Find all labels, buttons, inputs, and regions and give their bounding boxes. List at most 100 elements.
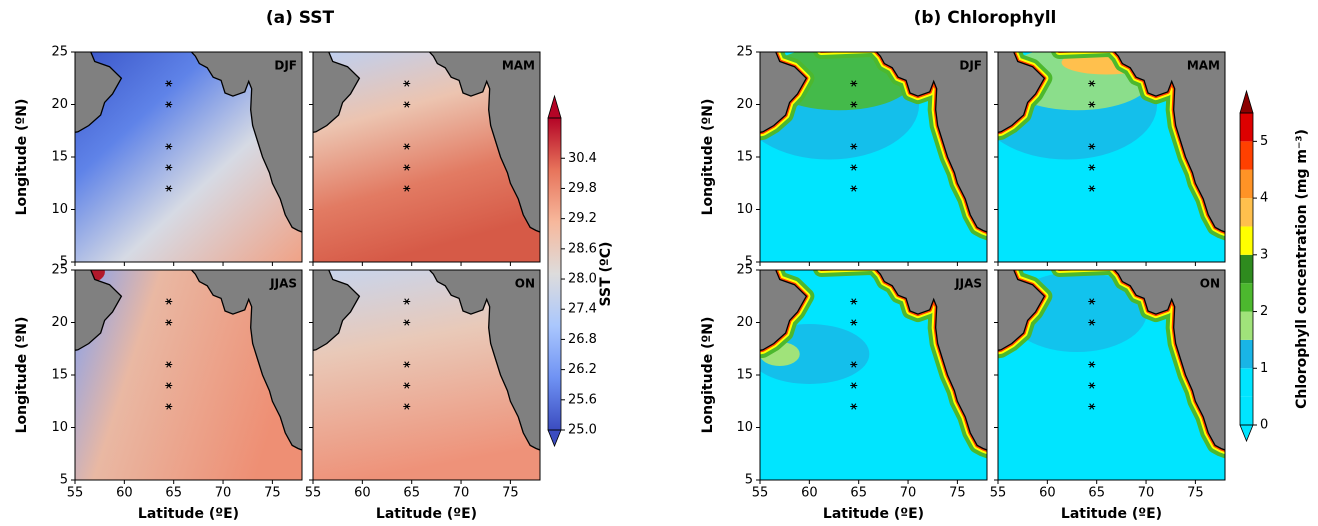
panel-label: JJAS	[954, 277, 982, 291]
y-tick-label: 15	[736, 150, 753, 165]
station-marker	[850, 80, 858, 87]
colorbar-under	[547, 429, 562, 448]
x-tick-label: 60	[1039, 486, 1056, 501]
land	[1113, 270, 1225, 451]
colorbar-under	[1239, 424, 1254, 443]
colorbar-bin	[1240, 368, 1253, 397]
y-tick-label: 5	[745, 473, 753, 488]
panel-label: ON	[515, 277, 535, 291]
land	[875, 270, 987, 451]
figure-title: (b) Chlorophyll	[914, 8, 1057, 28]
colorbar-tick-label: 26.2	[568, 362, 597, 377]
colorbar-bin	[1240, 339, 1253, 369]
x-tick-label: 70	[215, 486, 232, 501]
x-tick-label: 60	[354, 486, 371, 501]
station-marker	[1088, 382, 1096, 389]
y-tick-label: 25	[736, 263, 753, 278]
station-marker	[403, 382, 411, 389]
station-marker	[850, 164, 858, 171]
x-tick-label: 75	[264, 486, 281, 501]
station-marker	[165, 319, 173, 326]
station-marker	[165, 403, 173, 410]
panel-label: DJF	[274, 59, 297, 73]
x-tick-label: 75	[949, 486, 966, 501]
x-tick-label: 75	[502, 486, 519, 501]
x-tick-label: 55	[990, 486, 1007, 501]
land	[190, 52, 302, 233]
land	[428, 270, 540, 451]
land	[998, 270, 1046, 351]
panel-label: ON	[1200, 277, 1220, 291]
colorbar-label: SST (ºC)	[598, 242, 614, 307]
map-panel	[75, 270, 302, 480]
x-tick-label: 55	[752, 486, 769, 501]
colorbar-frame	[547, 117, 562, 431]
station-marker	[1088, 361, 1096, 368]
colorbar-bin	[1240, 283, 1253, 312]
x-tick-label: 65	[850, 486, 867, 501]
y-axis-label: Longitude (ºN)	[700, 99, 716, 216]
station-marker	[1088, 403, 1096, 410]
y-tick-label: 5	[60, 255, 68, 270]
x-axis-label: Latitude (ºE)	[138, 506, 239, 522]
y-tick-label: 15	[51, 150, 68, 165]
y-tick-label: 5	[745, 255, 753, 270]
panel-label: DJF	[959, 59, 982, 73]
y-tick-label: 15	[51, 368, 68, 383]
land	[998, 52, 1046, 133]
colorbar-tick-label: 25.0	[568, 423, 597, 438]
y-tick-label: 20	[51, 315, 68, 330]
land	[313, 52, 361, 133]
station-marker	[403, 80, 411, 87]
x-tick-label: 65	[403, 486, 420, 501]
station-marker	[850, 319, 858, 326]
station-marker	[403, 143, 411, 150]
station-marker	[165, 80, 173, 87]
x-tick-label: 55	[67, 486, 84, 501]
colorbar-tick-label: 26.8	[568, 332, 597, 347]
station-marker	[850, 361, 858, 368]
station-marker	[165, 361, 173, 368]
land	[313, 270, 361, 351]
x-tick-label: 60	[116, 486, 133, 501]
colorbar	[548, 118, 561, 430]
station-marker	[403, 101, 411, 108]
station-marker	[850, 382, 858, 389]
map-panel	[313, 52, 540, 262]
land	[760, 52, 808, 133]
x-axis-label: Latitude (ºE)	[376, 506, 477, 522]
colorbar-bin	[1240, 226, 1253, 255]
colorbar-tick-label: 29.2	[568, 211, 597, 226]
station-marker	[1088, 185, 1096, 192]
colorbar-tick-label: 0	[1260, 418, 1268, 433]
land	[760, 270, 808, 351]
colorbar-tick-label: 29.8	[568, 181, 597, 196]
station-marker	[850, 185, 858, 192]
x-axis-label: Latitude (ºE)	[1061, 506, 1162, 522]
colorbar-tick-label: 1	[1260, 361, 1268, 376]
y-tick-label: 10	[736, 420, 753, 435]
y-tick-label: 20	[51, 97, 68, 112]
colorbar-tick-label: 27.4	[568, 302, 597, 317]
colorbar-label: Chlorophyll concentration (mg m⁻³)	[1294, 129, 1310, 409]
station-marker	[165, 164, 173, 171]
colorbar-bin	[1240, 198, 1253, 227]
map-panel	[998, 52, 1225, 262]
station-marker	[403, 164, 411, 171]
station-marker	[165, 101, 173, 108]
station-marker	[1088, 164, 1096, 171]
y-tick-label: 20	[736, 315, 753, 330]
x-tick-label: 65	[1088, 486, 1105, 501]
map-panel	[760, 270, 987, 480]
x-axis-label: Latitude (ºE)	[823, 506, 924, 522]
y-tick-label: 10	[736, 202, 753, 217]
colorbar-over	[547, 94, 562, 119]
colorbar-bin	[1240, 113, 1253, 142]
station-marker	[850, 143, 858, 150]
station-marker	[1088, 319, 1096, 326]
x-tick-label: 55	[305, 486, 322, 501]
colorbar-tick-label: 25.6	[568, 392, 597, 407]
y-axis-label: Longitude (ºN)	[14, 317, 30, 434]
colorbar-bin	[1240, 169, 1253, 199]
